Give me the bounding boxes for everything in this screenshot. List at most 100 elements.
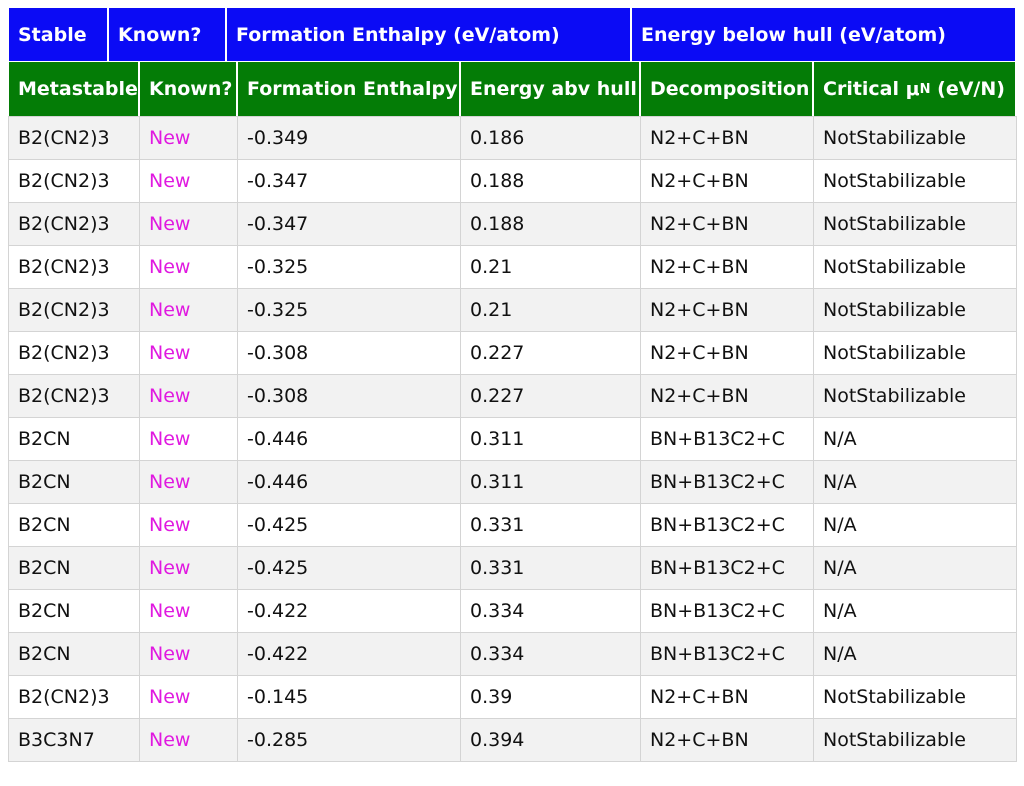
- energy-abv-hull-cell: 0.331: [460, 503, 641, 547]
- known-cell: New: [139, 460, 238, 504]
- table-row: B2(CN2)3 New -0.308 0.227 N2+C+BN NotStabiliz…: [8, 374, 1017, 418]
- formation-enthalpy-cell: -0.425: [237, 503, 461, 547]
- energy-abv-hull-cell: 0.311: [460, 460, 641, 504]
- header-formation-enthalpy[interactable]: Formation Enthalpy: [237, 62, 460, 116]
- critical-sub: N: [919, 81, 931, 97]
- compound-cell: B2(CN2)3: [8, 159, 140, 203]
- critical-mu-cell: N/A: [813, 503, 1017, 547]
- formation-enthalpy-cell: -0.349: [237, 116, 461, 160]
- table-row: B2(CN2)3 New -0.145 0.39 N2+C+BN NotStabiliza…: [8, 675, 1017, 719]
- formation-enthalpy-cell: -0.325: [237, 288, 461, 332]
- decomposition-cell: N2+C+BN: [640, 675, 814, 719]
- decomposition-cell: BN+B13C2+C: [640, 546, 814, 590]
- decomposition-cell: N2+C+BN: [640, 374, 814, 418]
- compound-cell: B2CN: [8, 417, 140, 461]
- table-row: B2CN New -0.446 0.311 BN+B13C2+C N/A: [8, 417, 1017, 461]
- compound-cell: B2CN: [8, 589, 140, 633]
- energy-abv-hull-cell: 0.227: [460, 374, 641, 418]
- compound-cell: B3C3N7: [8, 718, 140, 762]
- compound-cell: B2(CN2)3: [8, 288, 140, 332]
- critical-mu-cell: N/A: [813, 546, 1017, 590]
- known-cell: New: [139, 503, 238, 547]
- energy-abv-hull-cell: 0.331: [460, 546, 641, 590]
- compound-cell: B2CN: [8, 632, 140, 676]
- compound-cell: B2CN: [8, 546, 140, 590]
- compound-cell: B2CN: [8, 503, 140, 547]
- energy-abv-hull-cell: 0.21: [460, 245, 641, 289]
- formation-enthalpy-cell: -0.347: [237, 202, 461, 246]
- known-cell: New: [139, 331, 238, 375]
- compound-cell: B2(CN2)3: [8, 331, 140, 375]
- decomposition-cell: N2+C+BN: [640, 202, 814, 246]
- energy-abv-hull-cell: 0.227: [460, 331, 641, 375]
- header-known[interactable]: Known?: [139, 62, 237, 116]
- header-energy-abv-hull[interactable]: Energy abv hull: [460, 62, 640, 116]
- header-energy-below-hull[interactable]: Energy below hull (eV/atom): [631, 8, 1016, 61]
- table-row: B2CN New -0.425 0.331 BN+B13C2+C N/A: [8, 546, 1017, 590]
- compound-cell: B2(CN2)3: [8, 116, 140, 160]
- energy-abv-hull-cell: 0.39: [460, 675, 641, 719]
- known-cell: New: [139, 632, 238, 676]
- header-metastable[interactable]: Metastable: [8, 62, 139, 116]
- known-cell: New: [139, 116, 238, 160]
- critical-mu-cell: NotStabilizable: [813, 202, 1017, 246]
- critical-mu-cell: NotStabilizable: [813, 331, 1017, 375]
- header-stable-known[interactable]: Known?: [108, 8, 226, 61]
- results-table-container: Stable Known? Formation Enthalpy (eV/ato…: [8, 8, 1017, 762]
- table-row: B2(CN2)3 New -0.347 0.188 N2+C+BN NotStabiliz…: [8, 202, 1017, 246]
- decomposition-cell: BN+B13C2+C: [640, 460, 814, 504]
- known-cell: New: [139, 202, 238, 246]
- compound-cell: B2(CN2)3: [8, 245, 140, 289]
- known-cell: New: [139, 718, 238, 762]
- table-body: B2(CN2)3 New -0.349 0.186 N2+C+BN NotStabiliz…: [8, 116, 1017, 762]
- table-row: B2CN New -0.422 0.334 BN+B13C2+C N/A: [8, 589, 1017, 633]
- energy-abv-hull-cell: 0.188: [460, 202, 641, 246]
- formation-enthalpy-cell: -0.422: [237, 632, 461, 676]
- formation-enthalpy-cell: -0.446: [237, 460, 461, 504]
- metastable-table: B2(CN2)3 New -0.349 0.186 N2+C+BN NotStabiliz…: [8, 116, 1017, 762]
- table-row: B2(CN2)3 New -0.325 0.21 N2+C+BN NotStabiliza…: [8, 245, 1017, 289]
- known-cell: New: [139, 589, 238, 633]
- decomposition-cell: BN+B13C2+C: [640, 503, 814, 547]
- decomposition-cell: BN+B13C2+C: [640, 632, 814, 676]
- decomposition-cell: N2+C+BN: [640, 159, 814, 203]
- table-row: B3C3N7 New -0.285 0.394 N2+C+BN NotStabilizab…: [8, 718, 1017, 762]
- critical-prefix: Critical μ: [823, 78, 920, 100]
- formation-enthalpy-cell: -0.446: [237, 417, 461, 461]
- formation-enthalpy-cell: -0.285: [237, 718, 461, 762]
- header-stable[interactable]: Stable: [8, 8, 108, 61]
- decomposition-cell: N2+C+BN: [640, 718, 814, 762]
- formation-enthalpy-cell: -0.422: [237, 589, 461, 633]
- critical-mu-cell: NotStabilizable: [813, 116, 1017, 160]
- known-cell: New: [139, 374, 238, 418]
- metastable-header-row: Metastable Known? Formation Enthalpy Ene…: [8, 62, 1016, 116]
- critical-mu-cell: NotStabilizable: [813, 245, 1017, 289]
- known-cell: New: [139, 159, 238, 203]
- energy-abv-hull-cell: 0.334: [460, 632, 641, 676]
- known-cell: New: [139, 546, 238, 590]
- energy-abv-hull-cell: 0.394: [460, 718, 641, 762]
- compound-cell: B2(CN2)3: [8, 202, 140, 246]
- header-formation-enthalpy-ev[interactable]: Formation Enthalpy (eV/atom): [226, 8, 631, 61]
- critical-mu-cell: N/A: [813, 460, 1017, 504]
- decomposition-cell: BN+B13C2+C: [640, 589, 814, 633]
- compound-cell: B2CN: [8, 460, 140, 504]
- table-row: B2CN New -0.425 0.331 BN+B13C2+C N/A: [8, 503, 1017, 547]
- energy-abv-hull-cell: 0.311: [460, 417, 641, 461]
- critical-mu-cell: NotStabilizable: [813, 374, 1017, 418]
- stable-header-row: Stable Known? Formation Enthalpy (eV/ato…: [8, 8, 1016, 62]
- header-decomposition[interactable]: Decomposition: [640, 62, 813, 116]
- formation-enthalpy-cell: -0.325: [237, 245, 461, 289]
- table-row: B2(CN2)3 New -0.349 0.186 N2+C+BN NotStabiliz…: [8, 116, 1017, 160]
- formation-enthalpy-cell: -0.347: [237, 159, 461, 203]
- table-row: B2(CN2)3 New -0.347 0.188 N2+C+BN NotStabiliz…: [8, 159, 1017, 203]
- critical-mu-cell: NotStabilizable: [813, 159, 1017, 203]
- decomposition-cell: N2+C+BN: [640, 245, 814, 289]
- critical-mu-cell: NotStabilizable: [813, 288, 1017, 332]
- critical-mu-cell: N/A: [813, 632, 1017, 676]
- formation-enthalpy-cell: -0.425: [237, 546, 461, 590]
- energy-abv-hull-cell: 0.334: [460, 589, 641, 633]
- energy-abv-hull-cell: 0.186: [460, 116, 641, 160]
- known-cell: New: [139, 417, 238, 461]
